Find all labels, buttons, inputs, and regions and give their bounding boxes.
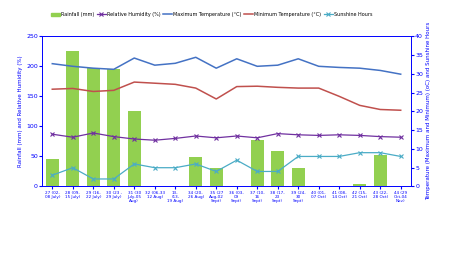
Bar	[86, 68, 100, 186]
Bar	[353, 184, 367, 186]
Bar	[210, 168, 223, 186]
Legend: Rainfall (mm), Relative Humidity (%), Maximum Temperature (°C), Minimum Temperat: Rainfall (mm), Relative Humidity (%), Ma…	[49, 10, 375, 19]
Bar	[291, 168, 305, 186]
Bar	[189, 157, 202, 186]
Y-axis label: Temperature (Maximum and Minimum) (oC) and Sunshine Hours: Temperature (Maximum and Minimum) (oC) a…	[426, 22, 431, 200]
Bar	[127, 111, 141, 186]
Bar	[66, 51, 79, 186]
Y-axis label: Rainfall (mm) and Relative Humidity (%): Rainfall (mm) and Relative Humidity (%)	[18, 56, 23, 167]
Bar	[107, 69, 120, 186]
Bar	[271, 151, 284, 186]
Bar	[374, 155, 387, 186]
Bar	[46, 160, 59, 186]
Bar	[251, 140, 264, 186]
